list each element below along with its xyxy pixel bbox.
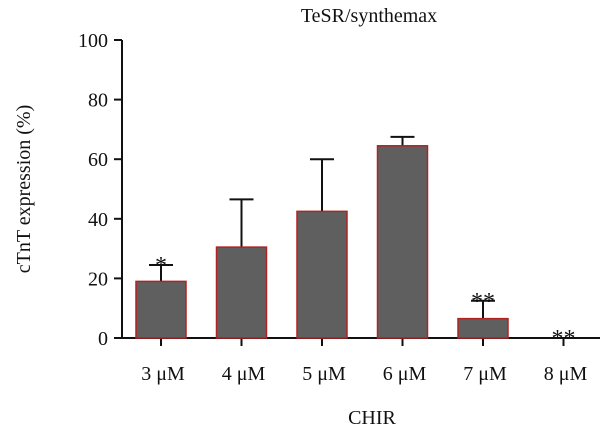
significance-marker: **	[552, 326, 576, 352]
chart-title: TeSR/synthemax	[301, 5, 437, 27]
y-tick-label: 80	[88, 90, 108, 112]
x-tick-label: 4 μM	[222, 363, 266, 385]
bar	[376, 145, 429, 339]
y-tick-label: 20	[88, 268, 108, 290]
y-axis-label: cTnT expression (%)	[13, 105, 35, 273]
x-tick-label: 3 μM	[141, 363, 185, 385]
bar	[215, 246, 268, 339]
y-tick-label: 40	[88, 209, 108, 231]
x-tick-label: 6 μM	[383, 363, 427, 385]
y-tick-label: 0	[98, 328, 108, 350]
bar	[135, 280, 187, 339]
x-axis-label: CHIR	[348, 407, 396, 429]
bar	[296, 210, 348, 339]
y-tick-label: 100	[78, 30, 108, 52]
significance-marker: *	[155, 253, 167, 279]
y-tick-label: 60	[88, 149, 108, 171]
bar	[457, 317, 509, 339]
x-tick-label: 7 μM	[463, 363, 507, 385]
x-tick-label: 5 μM	[302, 363, 346, 385]
significance-marker: **	[471, 289, 495, 315]
x-tick-label: 8 μM	[544, 363, 588, 385]
